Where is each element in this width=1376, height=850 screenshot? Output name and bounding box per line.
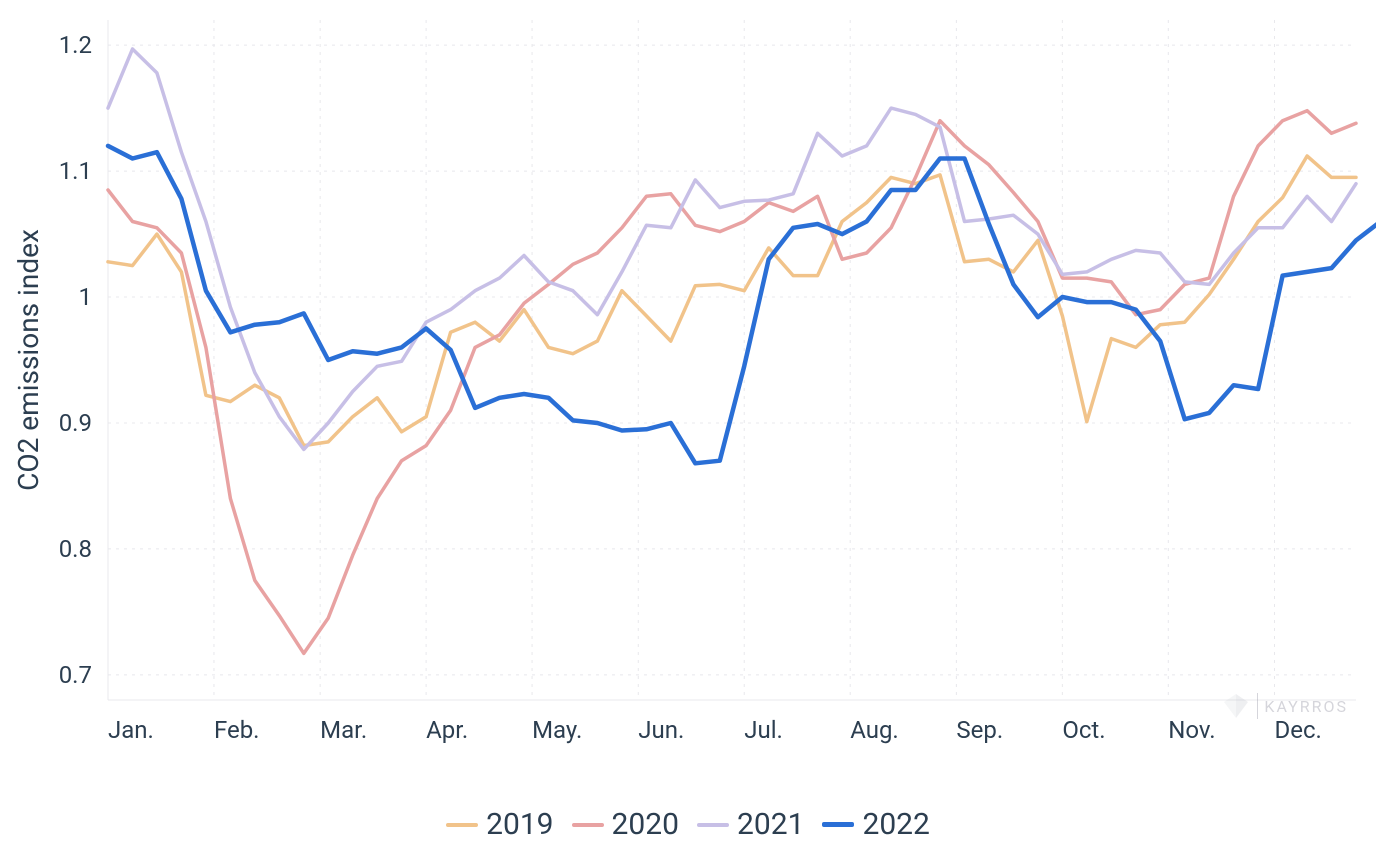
x-tick-label: Jan. [108, 716, 154, 744]
x-tick-label: Dec. [1275, 716, 1322, 744]
y-tick-label: 1.2 [59, 31, 92, 59]
legend-swatch [446, 823, 478, 827]
y-tick-label: 1 [79, 283, 93, 311]
x-tick-label: Jun. [638, 716, 684, 744]
y-tick-label: 0.7 [59, 661, 92, 689]
legend-label: 2020 [612, 807, 679, 842]
x-tick-label: Sep. [956, 716, 1003, 744]
x-tick-label: Feb. [214, 716, 260, 744]
legend-label: 2021 [737, 807, 804, 842]
legend-label: 2022 [862, 807, 929, 842]
y-axis-label: CO2 emissions index [12, 229, 45, 491]
legend-swatch [572, 823, 604, 827]
watermark: KAYRROS [1221, 692, 1348, 720]
y-tick-label: 0.8 [59, 535, 92, 563]
legend-label: 2019 [486, 807, 553, 842]
legend: 2019 2020 2021 2022 [0, 807, 1376, 842]
watermark-text: KAYRROS [1264, 697, 1348, 716]
x-tick-label: Nov. [1168, 716, 1215, 744]
legend-swatch [697, 823, 729, 827]
series-line-2022 [108, 146, 1376, 463]
y-tick-label: 1.1 [59, 157, 92, 185]
x-tick-label: Jul. [744, 716, 783, 744]
x-tick-label: May. [532, 716, 582, 744]
watermark-icon [1221, 692, 1251, 720]
x-tick-label: Mar. [320, 716, 367, 744]
watermark-separator [1257, 693, 1258, 719]
line-chart-svg: 0.7 0.8 0.9 1 1.1 1.2 Jan. Feb. Mar. Apr. May. Jun.… [0, 0, 1376, 780]
legend-swatch [822, 822, 854, 827]
x-tick-label: Apr. [426, 716, 468, 744]
chart-container: 0.7 0.8 0.9 1 1.1 1.2 Jan. Feb. Mar. Apr. May. Jun.… [0, 0, 1376, 850]
legend-item-2022[interactable]: 2022 [822, 807, 929, 842]
y-tick-label: 0.9 [59, 409, 92, 437]
legend-item-2021[interactable]: 2021 [697, 807, 804, 842]
x-tick-label: Aug. [850, 716, 899, 744]
x-tick-label: Oct. [1062, 716, 1105, 744]
legend-item-2020[interactable]: 2020 [572, 807, 679, 842]
legend-item-2019[interactable]: 2019 [446, 807, 553, 842]
